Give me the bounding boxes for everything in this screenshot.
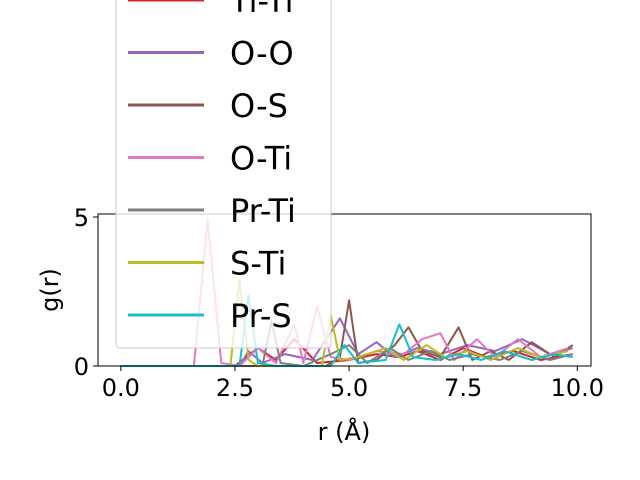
plot-frame [97,213,592,367]
legend: Ti-Ti O-O O-S O-Ti Pr-Ti S-Ti Pr-S [115,0,332,349]
series-line-6 [120,293,573,367]
legend-label: O-S [230,87,288,125]
y-tick-label: 5 [74,204,89,232]
x-axis-label: r (Å) [318,417,371,446]
legend-box [115,0,332,349]
legend-label: O-Ti [230,140,292,178]
x-tick-label: 5.0 [330,374,368,402]
legend-label: O-O [230,35,294,73]
x-tick-label: 0.0 [102,374,140,402]
y-axis-label: g(r) [36,268,64,312]
y-tick-label: 0 [74,353,89,381]
ticks-layer: 0.0 2.5 5.0 7.5 10.0 0 5 [74,204,604,402]
legend-label: Pr-Ti [230,192,296,230]
x-tick-label: 7.5 [444,374,482,402]
x-tick-label: 10.0 [551,374,604,402]
legend-label: Pr-S [230,297,292,335]
legend-label: Ti-Ti [229,0,294,20]
legend-entries: Ti-Ti O-O O-S O-Ti Pr-Ti S-Ti Pr-S [128,0,296,335]
legend-label: S-Ti [230,245,286,283]
x-tick-label: 2.5 [216,374,254,402]
